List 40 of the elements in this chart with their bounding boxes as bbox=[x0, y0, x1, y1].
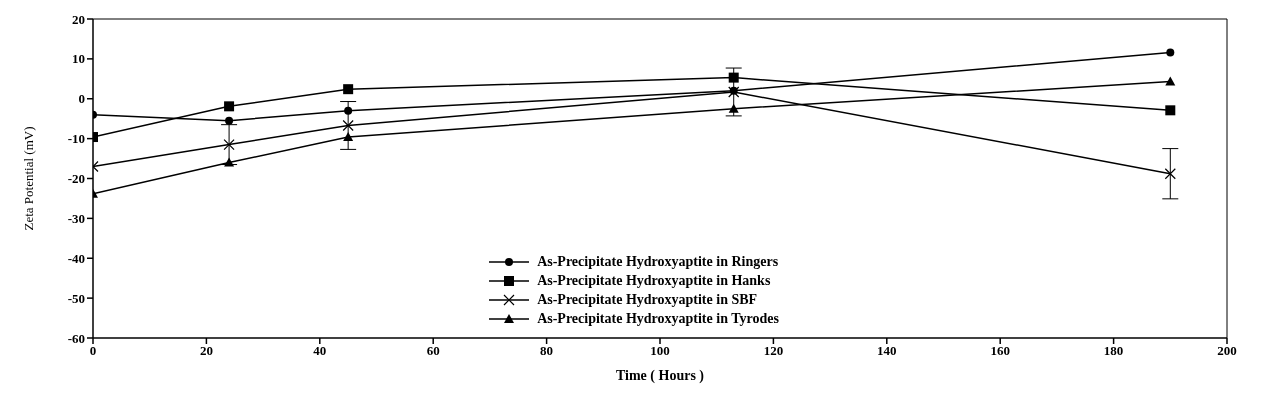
x-tick-label: 80 bbox=[540, 343, 554, 359]
point bbox=[1166, 48, 1175, 57]
point bbox=[224, 157, 235, 167]
legend-label: As-Precipitate Hydroxyaptite in Tyrodes bbox=[537, 310, 779, 327]
point bbox=[728, 103, 739, 113]
x-tick-label: 20 bbox=[199, 343, 213, 359]
point bbox=[1164, 168, 1176, 180]
legend-label: As-Precipitate Hydroxyaptite in Hanks bbox=[537, 272, 771, 289]
point bbox=[343, 132, 354, 142]
y-tick-label: 0 bbox=[78, 91, 85, 107]
x-tick-label: 160 bbox=[990, 343, 1010, 359]
y-tick-label: -40 bbox=[67, 250, 85, 266]
point bbox=[343, 84, 354, 95]
point bbox=[225, 116, 234, 125]
x-tick-label: 120 bbox=[763, 343, 784, 359]
y-tick-label: -20 bbox=[67, 171, 85, 187]
point bbox=[224, 101, 235, 112]
x-tick-label: 0 bbox=[89, 343, 97, 359]
x-tick-label: 180 bbox=[1103, 343, 1124, 359]
point bbox=[728, 72, 739, 83]
point bbox=[1165, 76, 1176, 86]
x-tick-label: 60 bbox=[426, 343, 440, 359]
x-tick-label: 100 bbox=[650, 343, 670, 359]
point bbox=[223, 139, 235, 151]
y-tick-label: -10 bbox=[67, 131, 85, 147]
x-tick-label: 40 bbox=[313, 343, 327, 359]
legend-label: As-Precipitate Hydroxyaptite in Ringers bbox=[537, 253, 779, 270]
legend-label: As-Precipitate Hydroxyaptite in SBF bbox=[537, 291, 758, 308]
y-tick-label: -60 bbox=[67, 330, 85, 346]
point bbox=[342, 119, 354, 132]
x-axis-title: Time ( Hours ) bbox=[615, 368, 705, 384]
y-tick-label: -30 bbox=[67, 210, 85, 226]
point bbox=[1165, 105, 1176, 116]
y-tick-label: -50 bbox=[67, 290, 85, 306]
y-tick-label: 20 bbox=[72, 11, 85, 27]
y-tick-label: 10 bbox=[72, 51, 85, 67]
x-tick-label: 140 bbox=[877, 343, 897, 359]
y-axis-title: Zeta Potential (mV) bbox=[20, 126, 36, 231]
x-tick-label: 200 bbox=[1217, 343, 1237, 359]
point bbox=[344, 106, 353, 115]
